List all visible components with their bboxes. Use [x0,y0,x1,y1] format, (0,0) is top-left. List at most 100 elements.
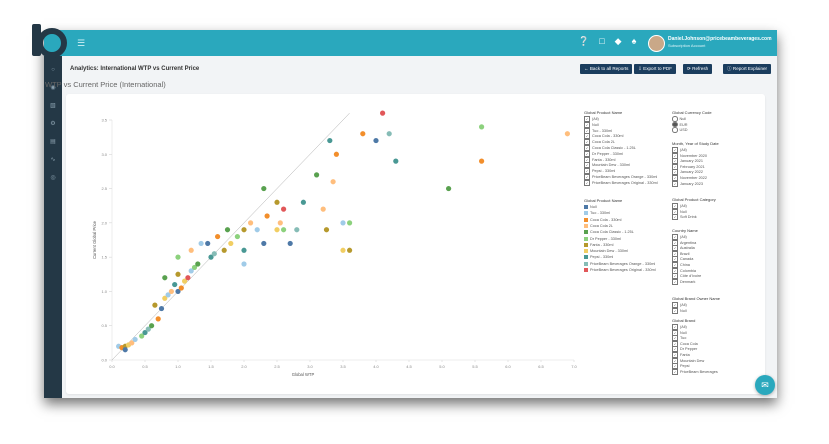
month-filter-option[interactable]: ✓ January 2021 [672,158,703,165]
checkbox[interactable]: ✓ [672,340,678,347]
category-filter-option[interactable]: ✓ Null [672,208,687,215]
menu-icon[interactable]: ☰ [77,38,86,48]
currency-option[interactable]: Null [672,116,686,122]
brand-filter-option[interactable]: ✓ PriceBeam Beverages [672,368,718,375]
month-filter-option[interactable]: ✓ November 2022 [672,175,707,181]
checkbox[interactable]: ✓ [584,156,590,163]
country-filter-option[interactable]: ✓ China [672,262,690,268]
radio-button[interactable] [672,121,678,127]
checkbox[interactable]: ✓ [672,152,678,159]
country-filter-option[interactable]: ✓ Argentina [672,239,696,246]
month-filter-option[interactable]: ✓ November 2020 [672,152,707,159]
brand_owner-filter-option[interactable]: ✓ (All) [672,302,687,308]
product-filter-option[interactable]: ✓ Fanta - 330ml [584,156,615,163]
globe-icon[interactable]: ◎ [50,175,56,181]
country-filter-option[interactable]: ✓ Colombia [672,267,696,274]
brand-filter-option[interactable]: ✓ Fanta [672,352,690,358]
category-filter-option[interactable]: ✓ Soft Drink [672,214,697,221]
checkbox[interactable]: ✓ [672,239,678,246]
graduate-icon[interactable]: ◆ [614,36,622,46]
checkbox[interactable]: ✓ [672,147,678,153]
chat-support-button[interactable]: ✉ [755,375,775,395]
checkbox[interactable]: ✓ [584,139,590,146]
checkbox[interactable]: ✓ [672,307,678,314]
category-filter-option[interactable]: ✓ (All) [672,203,687,209]
product-filter-option[interactable]: ✓ Coca Cola - 330ml [584,133,623,140]
checkbox[interactable]: ✓ [672,163,678,170]
product-filter-option[interactable]: ✓ Null [584,121,599,128]
checkbox[interactable]: ✓ [672,169,678,176]
checkbox[interactable]: ✓ [672,273,678,280]
product-filter-option[interactable]: ✓ Coca Cola 2L [584,139,615,146]
checkbox[interactable]: ✓ [672,329,678,336]
checkbox[interactable]: ✓ [672,352,678,358]
checkbox[interactable]: ✓ [584,133,590,140]
radio-button[interactable] [672,116,678,122]
avatar[interactable] [648,35,665,52]
checkbox[interactable]: ✓ [672,245,678,252]
back-to-reports-button[interactable]: ← Back to all Reports [580,64,633,74]
country-filter-option[interactable]: ✓ Australia [672,245,695,252]
checkbox[interactable]: ✓ [584,145,590,151]
product-filter-option[interactable]: ✓ PriceBeam Beverages Original - 330ml [584,179,658,186]
checkbox[interactable]: ✓ [672,357,678,364]
checkbox[interactable]: ✓ [584,127,590,134]
home-icon[interactable]: ○ [51,67,55,73]
checkbox[interactable]: ✓ [672,208,678,215]
checkbox[interactable]: ✓ [584,168,590,175]
country-filter-option[interactable]: ✓ Brazil [672,250,690,257]
checkbox[interactable]: ✓ [584,116,590,122]
document-icon[interactable]: ▤ [50,139,56,145]
checkbox[interactable]: ✓ [584,162,590,169]
brand-filter-option[interactable]: ✓ Pepsi [672,363,690,370]
month-filter-option[interactable]: ✓ January 2022 [672,169,703,176]
checkbox[interactable]: ✓ [672,278,678,285]
country-filter-option[interactable]: ✓ Denmark [672,278,695,285]
brand-filter-option[interactable]: ✓ Tuo [672,335,686,342]
checkbox[interactable]: ✓ [672,250,678,257]
brand-filter-option[interactable]: ✓ (All) [672,324,687,330]
checkbox[interactable]: ✓ [672,324,678,330]
month-filter-option[interactable]: ✓ February 2021 [672,163,705,170]
checkbox[interactable]: ✓ [672,302,678,308]
product-filter-option[interactable]: ✓ Mountain Dew - 330ml [584,162,630,169]
checkbox[interactable]: ✓ [672,346,678,353]
checkbox[interactable]: ✓ [672,368,678,375]
month-filter-option[interactable]: ✓ (All) [672,147,687,153]
checkbox[interactable]: ✓ [672,180,678,187]
brand-filter-option[interactable]: ✓ Coca Cola [672,340,698,347]
country-filter-option[interactable]: ✓ Côte d'Ivoire [672,273,701,280]
trend-icon[interactable]: ∿ [50,157,56,163]
checkbox[interactable]: ✓ [672,363,678,370]
refresh-button[interactable]: ⟳ Refresh [683,64,713,74]
bell-icon[interactable]: ♠ [631,36,637,46]
product-filter-option[interactable]: ✓ Coca Cola Classic - 1.25L [584,145,636,151]
checkbox[interactable]: ✓ [584,174,590,180]
checkbox[interactable]: ✓ [672,262,678,268]
checkbox[interactable]: ✓ [584,179,590,186]
product-filter-option[interactable]: ✓ Tuo - 330ml [584,127,612,134]
report-explainer-button[interactable]: ⓘ Report Explainer [723,64,772,74]
chat-icon[interactable]: □ [599,36,605,46]
brand-filter-option[interactable]: ✓ Null [672,329,687,336]
month-filter-option[interactable]: ✓ January 2023 [672,180,703,187]
checkbox[interactable]: ✓ [672,267,678,274]
checkbox[interactable]: ✓ [672,335,678,342]
checkbox[interactable]: ✓ [584,121,590,128]
country-filter-option[interactable]: ✓ (All) [672,234,687,240]
checkbox[interactable]: ✓ [672,234,678,240]
currency-option[interactable]: EUR [672,121,688,127]
checkbox[interactable]: ✓ [672,203,678,209]
country-filter-option[interactable]: ✓ Canada [672,256,693,263]
currency-option[interactable]: USD [672,127,688,133]
brand-filter-option[interactable]: ✓ Dr Pepper [672,346,697,353]
brand_owner-filter-option[interactable]: ✓ Null [672,307,687,314]
product-filter-option[interactable]: ✓ (All) [584,116,599,122]
checkbox[interactable]: ✓ [672,214,678,221]
brand-filter-option[interactable]: ✓ Mountain Dew [672,357,704,364]
settings-icon[interactable]: ⚙ [50,121,56,127]
checkbox[interactable]: ✓ [672,175,678,181]
help-icon[interactable]: ❔ [578,36,590,46]
checkbox[interactable]: ✓ [584,150,590,157]
radio-button[interactable] [672,127,678,133]
